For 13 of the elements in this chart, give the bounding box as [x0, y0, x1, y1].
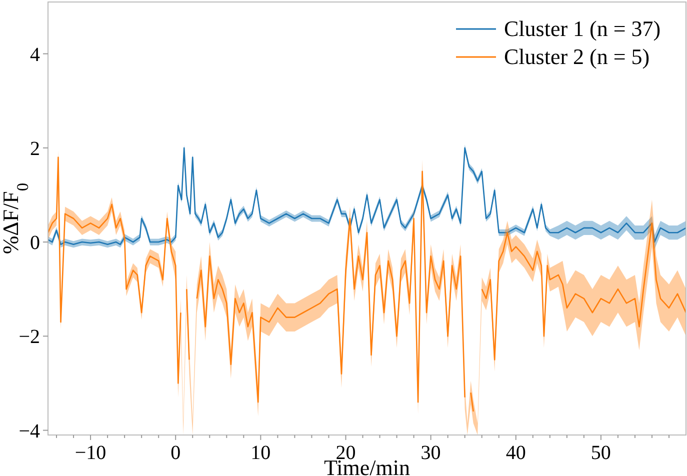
x-tick-label: 50	[590, 442, 611, 464]
y-tick-label: −4	[18, 420, 40, 442]
x-tick-label: −10	[74, 442, 106, 464]
y-tick-label: 2	[30, 138, 40, 160]
x-tick-label: 10	[250, 442, 271, 464]
x-tick-label: 0	[170, 442, 181, 464]
x-tick-label: 40	[506, 442, 526, 464]
x-tick-label: 30	[420, 442, 441, 464]
legend-label: Cluster 2 (n = 5)	[504, 44, 650, 69]
y-tick-label: 4	[30, 44, 40, 66]
y-tick-label: 0	[30, 232, 40, 254]
legend-label: Cluster 1 (n = 37)	[504, 16, 661, 41]
y-tick-label: −2	[18, 326, 40, 348]
